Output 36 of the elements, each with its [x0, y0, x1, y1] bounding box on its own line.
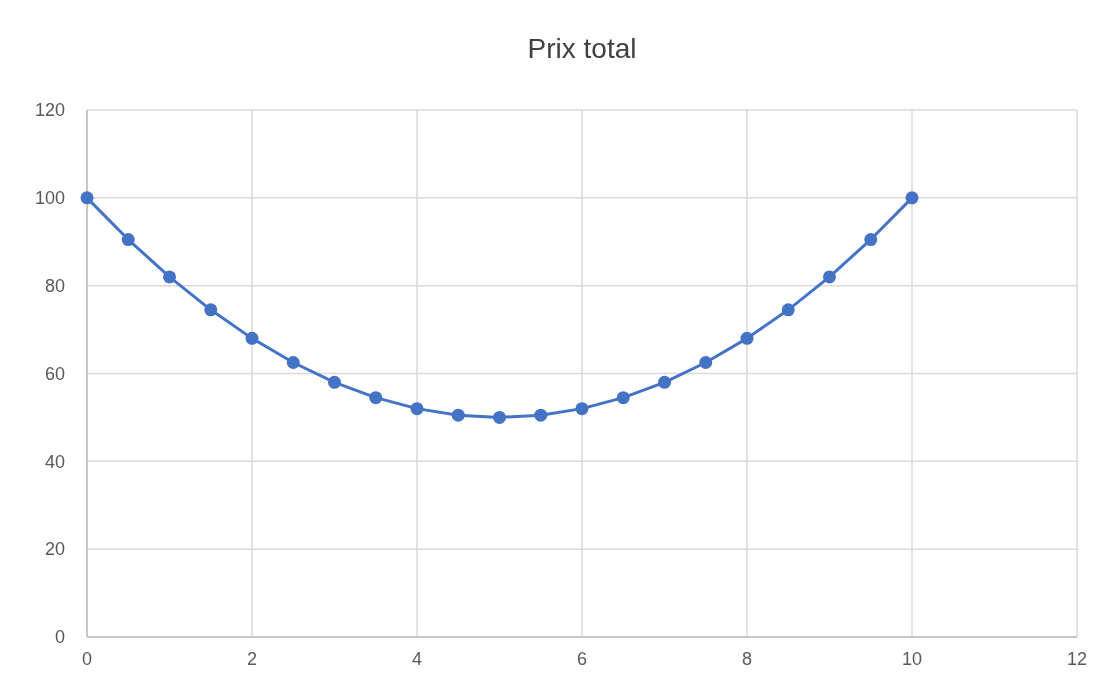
point [328, 375, 341, 389]
point [204, 303, 218, 317]
x-tick-label: 4 [411, 649, 423, 669]
point [823, 270, 836, 284]
y-tick-label: 120 [34, 100, 65, 121]
point [905, 191, 919, 205]
point [699, 356, 713, 370]
chart-title: Prix total [527, 33, 637, 64]
y-tick-label: 0 [54, 627, 65, 648]
point [80, 191, 94, 205]
point [534, 408, 548, 422]
point [369, 391, 383, 405]
point [286, 356, 300, 370]
x-tick-label: 0 [81, 649, 93, 669]
point [740, 331, 754, 345]
y-tick-label: 40 [44, 451, 65, 472]
point [163, 270, 176, 284]
point [864, 233, 878, 247]
point [575, 402, 589, 416]
point [245, 331, 259, 345]
point [658, 375, 671, 389]
x-tick-label: 12 [1066, 649, 1088, 669]
point [410, 402, 424, 416]
x-tick-label: 6 [576, 649, 588, 669]
point [616, 391, 630, 405]
y-tick-label: 100 [34, 188, 65, 209]
point [451, 408, 465, 422]
point [493, 410, 506, 424]
point [121, 233, 135, 247]
y-tick-label: 60 [44, 363, 65, 384]
x-tick-label: 10 [901, 649, 923, 669]
y-tick-label: 20 [44, 539, 65, 560]
point [781, 303, 795, 317]
y-tick-label: 80 [44, 275, 65, 296]
x-tick-label: 2 [246, 649, 258, 669]
x-tick-label: 8 [741, 649, 753, 669]
